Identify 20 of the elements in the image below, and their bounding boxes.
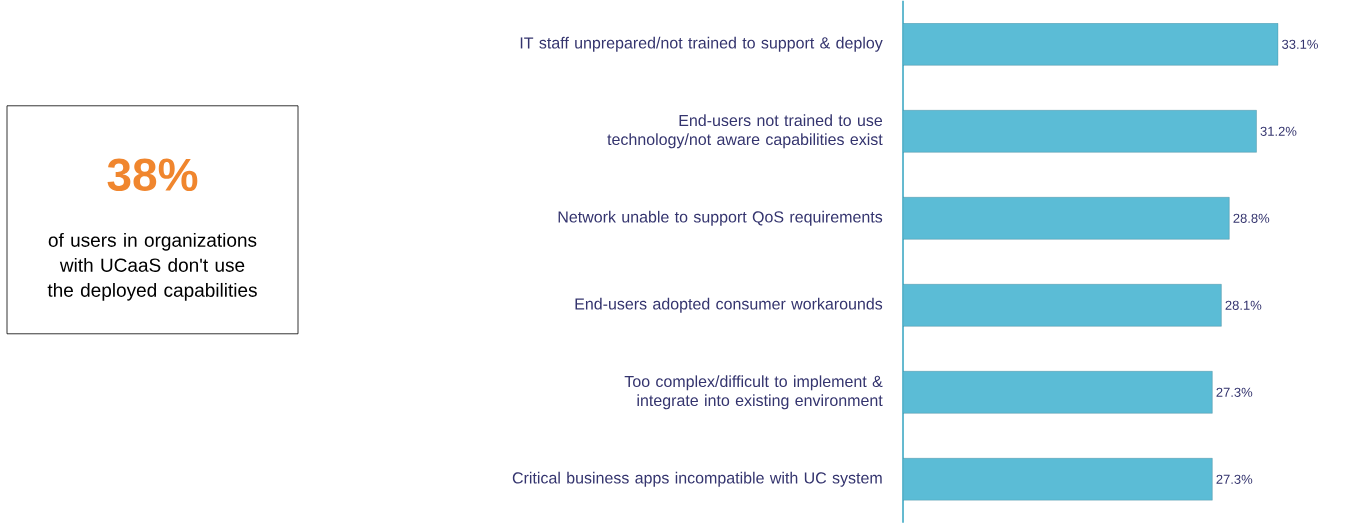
y-tick-label: End-users not trained to use technology/not aware capabilities exist xyxy=(607,114,883,149)
data-label: 33.1% xyxy=(1282,39,1318,50)
data-label: 28.1% xyxy=(1225,300,1262,311)
y-tick-label: Critical business apps incompatible with UC system xyxy=(512,472,882,487)
data-label: 31.2% xyxy=(1260,126,1297,137)
y-tick-label: End-users adopted consumer workarounds xyxy=(575,298,883,313)
bar xyxy=(903,458,1213,501)
bar xyxy=(903,110,1257,153)
y-tick-label: Network unable to support QoS requirements xyxy=(558,211,883,226)
bar xyxy=(903,371,1213,414)
y-tick-label: IT staff unprepared/not trained to support & deploy xyxy=(520,37,883,52)
data-label: 27.3% xyxy=(1216,474,1253,485)
text: 38% xyxy=(107,158,198,192)
bar xyxy=(903,23,1279,66)
bar xyxy=(903,284,1222,327)
data-label: 28.8% xyxy=(1233,213,1270,224)
y-tick-label: Too complex/difficult to implement & integrate into existing environment xyxy=(624,375,883,410)
text: of users in organizations with UCaaS don't use the deployed capabilities xyxy=(47,233,257,301)
bar xyxy=(903,197,1230,240)
data-label: 27.3% xyxy=(1216,387,1253,398)
